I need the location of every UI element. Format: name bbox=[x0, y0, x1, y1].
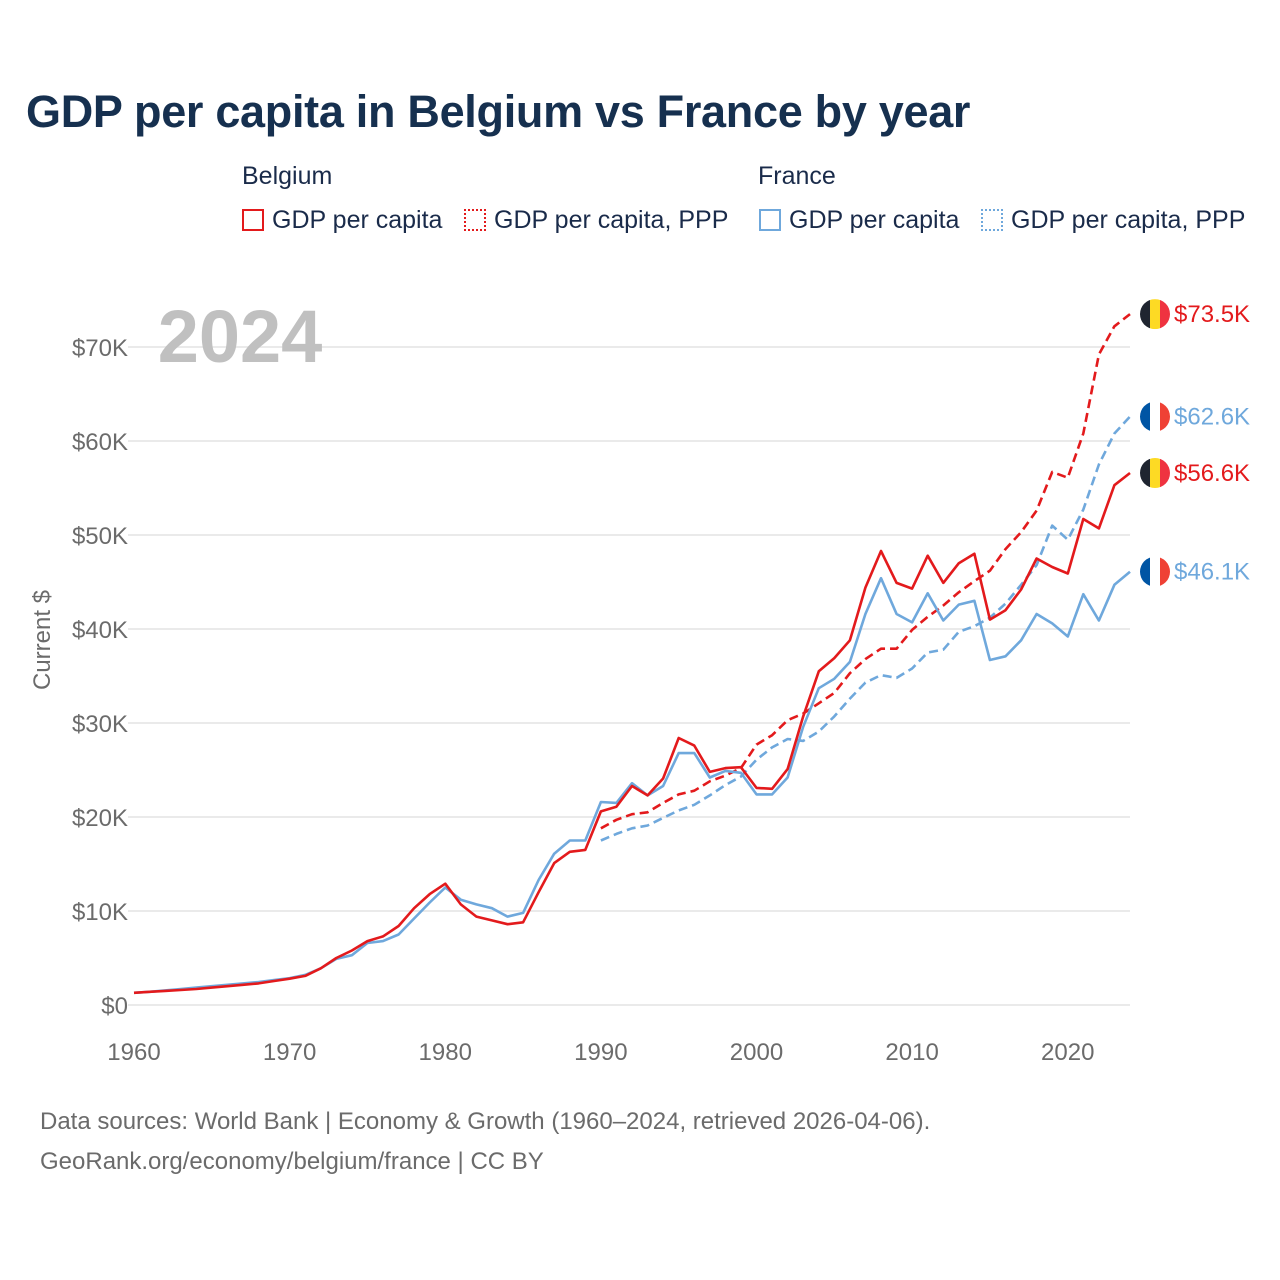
x-tick-label: 2010 bbox=[885, 1039, 938, 1066]
x-axis-ticks: 1960 1970 1980 1990 2000 2010 2020 bbox=[107, 1039, 1094, 1066]
source-line-1: Data sources: World Bank | Economy & Gro… bbox=[40, 1108, 931, 1135]
legend-label: GDP per capita bbox=[789, 205, 960, 234]
belgium-flag-icon bbox=[1140, 299, 1170, 330]
legend-swatch-dotted-red bbox=[464, 209, 486, 231]
legend-swatch-solid-blue bbox=[759, 209, 781, 231]
series-line-2 bbox=[133, 570, 1131, 995]
y-axis-ticks: $0 $10K $20K $30K $40K $50K $60K $70K bbox=[72, 335, 128, 1020]
y-tick-label: $40K bbox=[72, 617, 128, 644]
series-line-1 bbox=[600, 313, 1131, 830]
gridlines bbox=[128, 346, 1130, 1006]
x-tick-label: 1990 bbox=[574, 1039, 627, 1066]
x-tick-label: 2000 bbox=[730, 1039, 783, 1066]
legend-swatch-solid-red bbox=[242, 209, 264, 231]
end-value-label: $56.6K bbox=[1174, 460, 1250, 487]
y-tick-label: $30K bbox=[72, 711, 128, 738]
legend-label: GDP per capita bbox=[272, 205, 443, 234]
legend-item-france-gdp-ppp[interactable]: GDP per capita, PPP bbox=[981, 204, 1245, 236]
y-axis-label: Current $ bbox=[29, 590, 56, 690]
series-lines bbox=[133, 313, 1131, 995]
x-tick-label: 1960 bbox=[107, 1039, 160, 1066]
legend-item-france-gdp[interactable]: GDP per capita bbox=[759, 204, 959, 236]
year-watermark: 2024 bbox=[158, 295, 323, 378]
y-tick-label: $50K bbox=[72, 523, 128, 550]
end-value-label: $62.6K bbox=[1174, 404, 1250, 431]
series-line-0 bbox=[133, 471, 1131, 995]
y-tick-label: $0 bbox=[101, 993, 128, 1020]
legend-label: GDP per capita, PPP bbox=[494, 205, 729, 234]
belgium-flag-icon bbox=[1140, 458, 1170, 488]
x-tick-label: 2020 bbox=[1041, 1039, 1094, 1066]
end-value-label: $46.1K bbox=[1174, 559, 1250, 586]
france-flag-icon bbox=[1140, 556, 1170, 587]
y-tick-label: $20K bbox=[72, 805, 128, 832]
y-tick-label: $10K bbox=[72, 899, 128, 926]
chart-title: GDP per capita in Belgium vs France by y… bbox=[26, 86, 971, 137]
legend-group-belgium: Belgium bbox=[242, 162, 333, 190]
legend-swatch-dotted-blue bbox=[981, 209, 1003, 231]
legend-item-belgium-gdp-ppp[interactable]: GDP per capita, PPP bbox=[464, 204, 728, 236]
end-labels: $73.5K $62.6K $56.6K $46.1K bbox=[1140, 299, 1250, 587]
legend-label: GDP per capita, PPP bbox=[1011, 205, 1246, 234]
x-tick-label: 1980 bbox=[419, 1039, 472, 1066]
source-line-2[interactable]: GeoRank.org/economy/belgium/france | CC … bbox=[40, 1148, 544, 1175]
series-line-3 bbox=[600, 415, 1131, 842]
france-flag-icon bbox=[1140, 401, 1170, 432]
x-tick-label: 1970 bbox=[263, 1039, 316, 1066]
legend-item-belgium-gdp[interactable]: GDP per capita bbox=[242, 204, 442, 236]
end-value-label: $73.5K bbox=[1174, 301, 1250, 328]
y-tick-label: $70K bbox=[72, 335, 128, 362]
legend-group-france: France bbox=[758, 162, 836, 190]
y-tick-label: $60K bbox=[72, 429, 128, 456]
